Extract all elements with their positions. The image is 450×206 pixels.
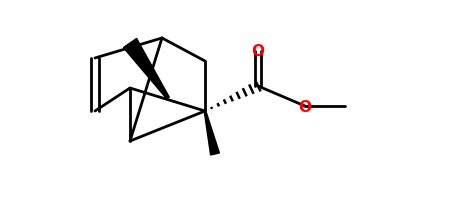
Text: O: O [298,99,311,114]
Text: O: O [252,44,265,59]
Polygon shape [123,39,169,99]
Polygon shape [204,111,220,155]
